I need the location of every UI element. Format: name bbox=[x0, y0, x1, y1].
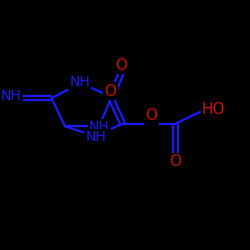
Text: NH: NH bbox=[89, 120, 110, 134]
Text: O: O bbox=[169, 154, 181, 169]
Text: NH: NH bbox=[69, 75, 90, 89]
Text: O: O bbox=[146, 108, 158, 124]
Text: HO: HO bbox=[202, 102, 226, 117]
Text: NH: NH bbox=[85, 130, 106, 144]
Text: O: O bbox=[115, 58, 127, 73]
Text: O: O bbox=[104, 84, 116, 99]
Text: NH: NH bbox=[1, 89, 21, 103]
